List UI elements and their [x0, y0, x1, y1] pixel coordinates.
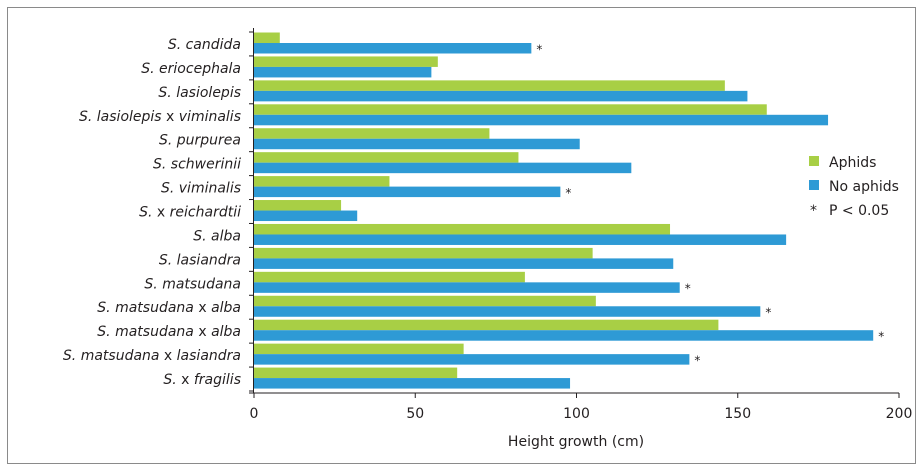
- bar-aphids-10: [254, 271, 525, 283]
- bar-aphids-7: [254, 200, 342, 211]
- bar-aphids-0: [254, 32, 280, 43]
- bars-layer: [254, 32, 874, 389]
- category-label: S. candida: [168, 37, 241, 53]
- category-label: S. alba: [193, 228, 241, 244]
- bar-no-aphids-14: [254, 378, 571, 389]
- bar-no-aphids-5: [254, 162, 632, 174]
- bar-no-aphids-12: [254, 330, 874, 341]
- bar-no-aphids-0: [254, 43, 532, 54]
- bar-no-aphids-10: [254, 282, 680, 293]
- bar-no-aphids-6: [254, 186, 561, 198]
- category-label: S. matsudana x lasiandra: [63, 348, 241, 364]
- legend-label: Aphids: [829, 155, 876, 171]
- bar-aphids-13: [254, 343, 464, 355]
- category-label: S. x reichardtii: [139, 205, 241, 221]
- bar-no-aphids-4: [254, 138, 580, 150]
- bar-no-aphids-2: [254, 90, 748, 102]
- x-tick-label: 50: [406, 406, 424, 422]
- x-axis-label: Height growth (cm): [508, 434, 644, 450]
- category-label: S. matsudana x alba: [97, 324, 241, 340]
- category-label: S. lasiolepis: [158, 85, 241, 101]
- significance-marker: *: [565, 186, 571, 200]
- legend-label: P < 0.05: [829, 203, 889, 219]
- x-tick-label: 150: [724, 406, 751, 422]
- bar-no-aphids-1: [254, 66, 432, 78]
- bar-aphids-11: [254, 295, 596, 307]
- category-label: S. schwerinii: [153, 157, 241, 173]
- bar-aphids-2: [254, 80, 725, 91]
- bar-aphids-14: [254, 367, 458, 379]
- bar-aphids-9: [254, 247, 593, 259]
- x-tick-label: 100: [563, 406, 590, 422]
- legend-swatch-aphids: [809, 156, 819, 166]
- legend-swatch-no-aphids: [809, 180, 819, 190]
- bar-aphids-8: [254, 223, 671, 235]
- bar-aphids-4: [254, 128, 490, 139]
- category-label: S. viminalis: [161, 181, 241, 197]
- category-label: S. lasiandra: [159, 252, 241, 268]
- category-label: S. eriocephala: [141, 61, 241, 77]
- legend-label: No aphids: [829, 179, 899, 195]
- bar-aphids-1: [254, 56, 438, 67]
- x-tick-label: 200: [886, 406, 913, 422]
- legend: Aphids No aphids * P < 0.05: [809, 155, 899, 219]
- significance-marker: *: [694, 353, 700, 367]
- significance-marker: *: [765, 306, 771, 320]
- x-tick-label: 0: [250, 406, 259, 422]
- category-label: S. matsudana: [144, 276, 241, 292]
- bar-no-aphids-11: [254, 306, 761, 317]
- significance-marker: *: [685, 282, 691, 296]
- category-label: S. matsudana x alba: [97, 300, 241, 316]
- category-label: S. purpurea: [159, 133, 241, 149]
- bar-no-aphids-8: [254, 234, 787, 245]
- x-tick-labels: 0 50 100 150 200: [250, 406, 913, 422]
- category-label: S. x fragilis: [163, 372, 241, 388]
- legend-marker: *: [810, 203, 817, 219]
- bar-no-aphids-7: [254, 210, 358, 222]
- significance-markers: * * * * * *: [536, 42, 884, 367]
- bar-aphids-3: [254, 104, 767, 115]
- significance-marker: *: [878, 329, 884, 343]
- significance-marker: *: [536, 42, 542, 56]
- bar-aphids-6: [254, 176, 390, 187]
- bar-no-aphids-9: [254, 258, 674, 269]
- axes: [249, 28, 900, 398]
- category-labels: S. candida S. eriocephala S. lasiolepis S. …: [63, 37, 241, 388]
- category-label: S. lasiolepis x viminalis: [79, 109, 241, 125]
- bar-no-aphids-13: [254, 354, 690, 365]
- bar-no-aphids-3: [254, 114, 829, 126]
- bar-aphids-12: [254, 319, 719, 331]
- bar-aphids-5: [254, 152, 519, 163]
